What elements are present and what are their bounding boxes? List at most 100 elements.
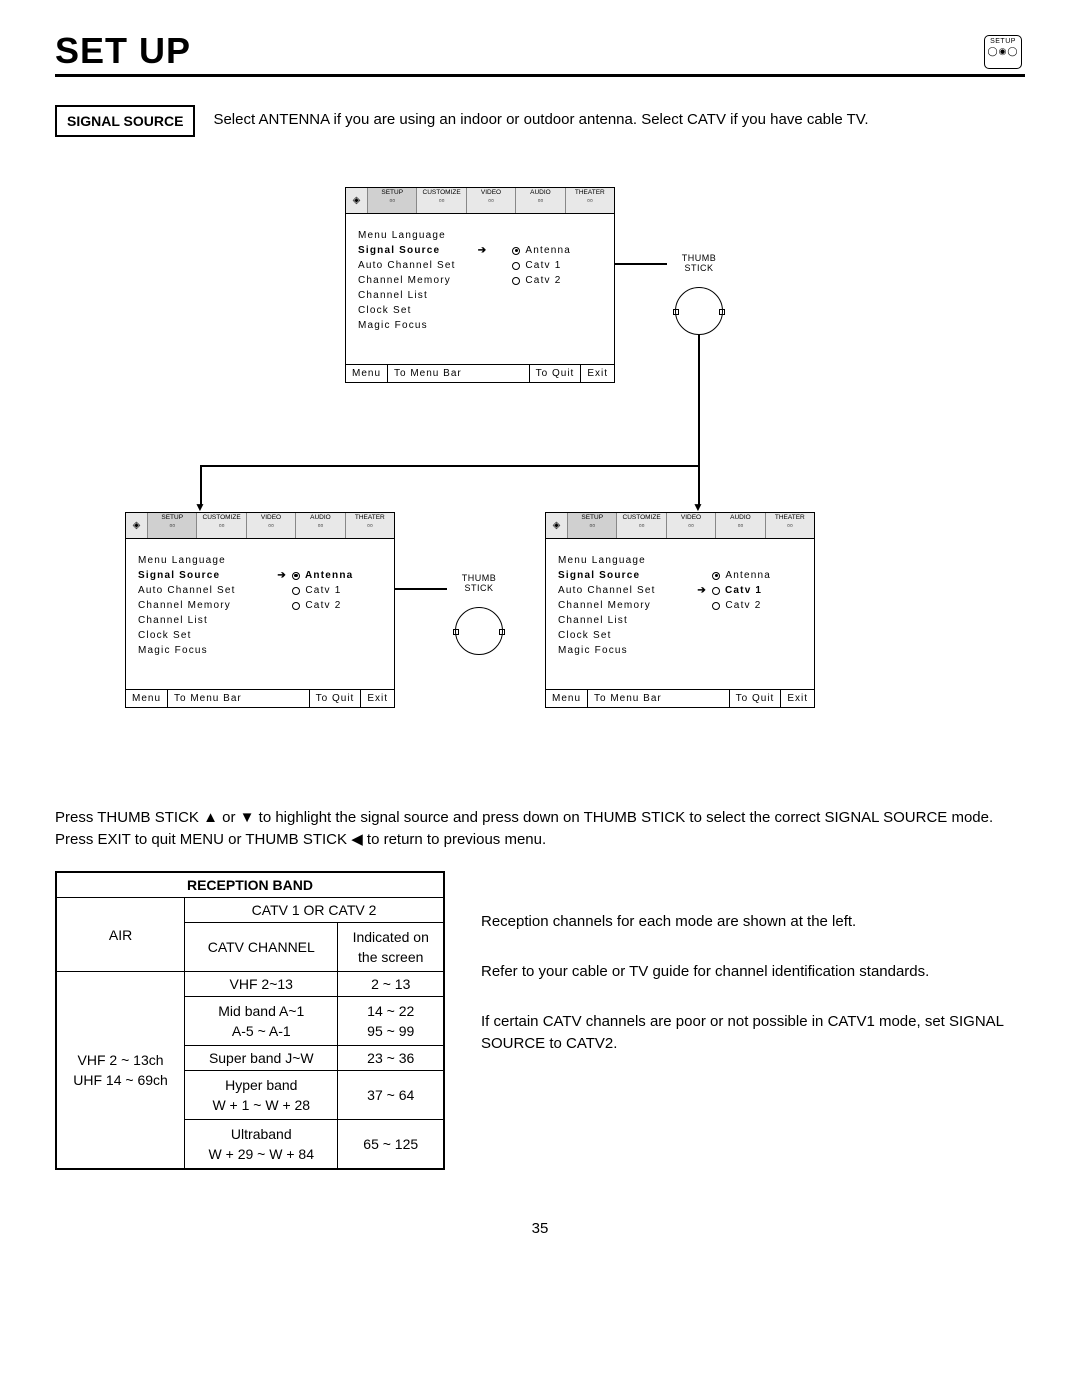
option-row: Catv 2 (697, 598, 808, 613)
tab-icon: ▫▫ (417, 196, 465, 206)
table-title: RECEPTION BAND (56, 872, 444, 898)
footer-exit: Exit (581, 365, 614, 382)
tab-label: SETUP (568, 514, 616, 521)
footer-menu: Menu (546, 690, 588, 707)
menu-tab: VIDEO▫▫ (467, 188, 516, 213)
menu-item: Magic Focus (138, 643, 267, 658)
intro-text: Select ANTENNA if you are using an indoo… (213, 105, 868, 128)
menu-item: Menu Language (358, 228, 487, 243)
menu-item: Clock Set (358, 303, 487, 318)
menu-item: Signal Source (558, 568, 687, 583)
connector (698, 335, 700, 465)
table-cell: 23 ~ 36 (338, 1046, 444, 1071)
menu-dot-icon: ◈ (546, 513, 568, 538)
menu-tab: CUSTOMIZE▫▫ (417, 188, 466, 213)
tab-icon: ▫▫ (568, 521, 616, 531)
catv-channel-header: CATV CHANNEL (185, 923, 338, 972)
tab-icon: ▫▫ (516, 196, 564, 206)
footer-to-quit: To Quit (729, 690, 782, 707)
menu-item: Auto Channel Set (358, 258, 487, 273)
side-notes: Reception channels for each mode are sho… (481, 871, 1025, 1083)
side-note: Reception channels for each mode are sho… (481, 911, 1025, 933)
tab-label: THEATER (766, 514, 814, 521)
footer-to-menu-bar: To Menu Bar (588, 690, 729, 707)
radio-icon (712, 587, 720, 595)
option-row: Catv 1 (277, 583, 388, 598)
menu-tab: THEATER▫▫ (766, 513, 814, 538)
menu-item: Channel List (358, 288, 487, 303)
tab-icon: ▫▫ (296, 521, 344, 531)
air-rows: VHF 2 ~ 13ch UHF 14 ~ 69ch (56, 972, 185, 1170)
table-cell: Mid band A~1 A-5 ~ A-1 (185, 997, 338, 1046)
option-row: Catv 2 (497, 273, 608, 288)
text: to return to previous menu. (363, 831, 546, 848)
radio-icon (292, 572, 300, 580)
option-label: Catv 2 (725, 598, 761, 613)
thumbstick-icon (455, 607, 503, 655)
menu-dot-icon: ◈ (126, 513, 148, 538)
table-cell: Hyper band W + 1 ~ W + 28 (185, 1071, 338, 1120)
left-triangle-icon: ◀ (351, 831, 363, 848)
catv-header: CATV 1 OR CATV 2 (185, 898, 444, 923)
tab-icon: ▫▫ (368, 196, 416, 206)
menu-tab: SETUP▫▫ (568, 513, 617, 538)
text: Press THUMB STICK (55, 809, 203, 826)
menu-item: Signal Source (138, 568, 267, 583)
menu-tab: AUDIO▫▫ (716, 513, 765, 538)
text: or (218, 809, 240, 826)
tab-label: SETUP (368, 189, 416, 196)
page-number: 35 (55, 1220, 1025, 1237)
menu-item: Channel Memory (558, 598, 687, 613)
tab-label: VIDEO (667, 514, 715, 521)
radio-icon (712, 572, 720, 580)
reception-band-table: RECEPTION BAND AIR CATV 1 OR CATV 2 CATV… (55, 871, 445, 1170)
diagram-area: ◈SETUP▫▫CUSTOMIZE▫▫VIDEO▫▫AUDIO▫▫THEATER… (55, 187, 1025, 767)
badge-dots: ◯◉◯ (985, 46, 1021, 57)
option-label: Antenna (725, 568, 771, 583)
instruction-line-1: Press THUMB STICK ▲ or ▼ to highlight th… (55, 807, 1025, 829)
title-rule (55, 74, 1025, 77)
text: UHF 14 ~ 69ch (73, 1072, 168, 1088)
option-row: ➔Antenna (277, 568, 388, 583)
menu-screen-top: ◈SETUP▫▫CUSTOMIZE▫▫VIDEO▫▫AUDIO▫▫THEATER… (345, 187, 615, 383)
menu-screen-left: ◈SETUP▫▫CUSTOMIZE▫▫VIDEO▫▫AUDIO▫▫THEATER… (125, 512, 395, 708)
instructions: Press THUMB STICK ▲ or ▼ to highlight th… (55, 807, 1025, 851)
side-note: If certain CATV channels are poor or not… (481, 1011, 1025, 1055)
radio-icon (712, 602, 720, 610)
option-label: Catv 1 (305, 583, 341, 598)
connector (395, 588, 447, 590)
menu-item: Channel List (558, 613, 687, 628)
radio-icon (512, 262, 520, 270)
menu-item: Auto Channel Set (138, 583, 267, 598)
tab-icon: ▫▫ (566, 196, 614, 206)
tab-icon: ▫▫ (667, 521, 715, 531)
side-note: Refer to your cable or TV guide for chan… (481, 961, 1025, 983)
tab-icon: ▫▫ (197, 521, 245, 531)
tab-icon: ▫▫ (247, 521, 295, 531)
menu-tab: CUSTOMIZE▫▫ (617, 513, 666, 538)
intro-row: SIGNAL SOURCE Select ANTENNA if you are … (55, 105, 1025, 137)
footer-menu: Menu (346, 365, 388, 382)
option-row: Antenna (497, 243, 608, 258)
radio-icon (292, 602, 300, 610)
connector (698, 465, 700, 505)
menu-tab: SETUP▫▫ (148, 513, 197, 538)
thumbstick-icon (675, 287, 723, 335)
tab-label: VIDEO (247, 514, 295, 521)
tab-label: AUDIO (296, 514, 344, 521)
text: Indicated on (353, 929, 429, 945)
menu-tab: VIDEO▫▫ (247, 513, 296, 538)
footer-to-menu-bar: To Menu Bar (388, 365, 529, 382)
table-cell: VHF 2~13 (185, 972, 338, 997)
table-cell: 37 ~ 64 (338, 1071, 444, 1120)
tab-icon: ▫▫ (617, 521, 665, 531)
menu-tab: CUSTOMIZE▫▫ (197, 513, 246, 538)
thumbstick-label: THUMB STICK (449, 573, 509, 593)
arrow-right-icon: ➔ (277, 568, 287, 583)
footer-to-menu-bar: To Menu Bar (168, 690, 309, 707)
tab-icon: ▫▫ (467, 196, 515, 206)
footer-exit: Exit (361, 690, 394, 707)
footer-exit: Exit (781, 690, 814, 707)
radio-icon (292, 587, 300, 595)
menu-item: Menu Language (558, 553, 687, 568)
